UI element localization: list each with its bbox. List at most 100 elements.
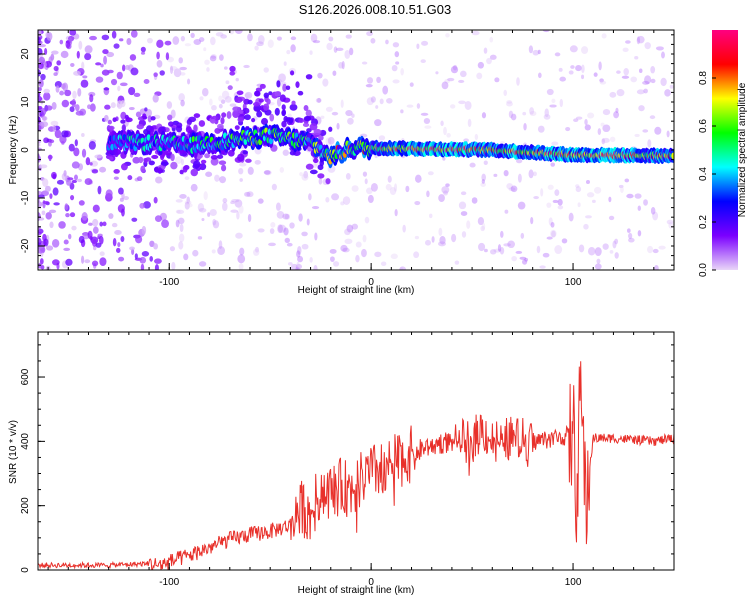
spectrogram-noise-cell [215,32,224,37]
spectrogram-noise-cell [634,133,640,138]
spectrogram-noise-cell [394,183,398,192]
spectrogram-noise-cell [609,250,614,254]
spectrogram-noise-cell [203,191,208,201]
spectrogram-noise-cell [345,109,353,117]
y-tick-label: 20 [20,48,31,60]
spectrogram-noise-cell [63,247,71,252]
spectrogram-noise-cell [48,154,52,162]
spectrogram-noise-cell [257,198,264,204]
spectrogram-noise-cell [60,83,66,90]
spectrogram-noise-cell [559,98,563,108]
colorbar-tick-label: 0.8 [698,71,709,85]
spectrogram-noise-cell [543,114,551,120]
spectrogram-noise-cell [178,233,185,243]
spectrogram-noise-cell [267,39,274,48]
spectrogram-noise-cell [575,186,582,193]
spectrogram-noise-cell [38,217,45,221]
spectrogram-noise-cell [84,45,93,54]
spectrogram-noise-cell [529,107,535,115]
spectrogram-noise-cell [445,183,450,187]
spectrogram-noise-cell [554,245,563,254]
spectrogram-noise-cell [333,261,340,267]
spectrogram-noise-cell [565,127,571,132]
spectrogram-noise-cell [269,228,275,234]
spectrogram-noise-cell [119,82,128,87]
spectrogram-noise-cell [40,108,47,116]
spectrogram-noise-cell [510,185,518,193]
spectrogram-noise-cell [402,224,406,233]
spectrogram-noise-cell [608,215,615,221]
spectrogram-noise-cell [204,59,210,65]
spectrogram-scatter-cell [229,65,236,73]
spectrogram-noise-cell [199,96,204,101]
spectrogram-noise-cell [94,154,103,159]
spectrogram-noise-cell [362,171,368,177]
spectrogram-noise-cell [81,255,85,264]
spectrogram-noise-cell [169,246,176,252]
spectrogram-noise-cell [585,179,590,185]
spectrogram-scatter-cell [237,153,245,162]
spectrogram-noise-cell [581,64,585,74]
colorbar-tick-label: 0.4 [698,167,709,181]
spectrogram-noise-cell [361,61,368,65]
spectrogram-noise-cell [507,240,516,249]
spectrogram-noise-cell [613,111,620,119]
spectrogram-ridge-cell [671,152,674,160]
snr-y-axis: 0 200 400 600 [20,344,674,573]
spectrogram-noise-cell [177,217,185,225]
spectrogram-noise-cell [441,186,450,194]
spectrogram-noise-cell [517,173,522,183]
spectrogram-noise-cell [211,105,217,111]
spectrogram-noise-cell [198,207,207,213]
spectrogram-noise-cell [297,246,302,255]
spectrogram-noise-cell [385,39,389,45]
snr-series-line [38,361,674,570]
spectrogram-noise-cell [450,65,459,74]
spectrogram-noise-cell [380,261,387,267]
spectrogram-noise-cell [140,51,146,55]
spectrogram-noise-cell [219,176,227,184]
spectrogram-noise-cell [658,245,666,250]
spectrogram-scatter-cell [313,128,322,136]
spectrogram-noise-cell [97,185,102,195]
spectrogram-noise-cell [374,119,382,127]
spectrogram-noise-cell [209,209,217,217]
spectrogram-noise-cell [88,140,96,150]
spectrogram-noise-cell [444,78,450,84]
spectrogram-noise-cell [283,227,289,236]
spectrogram-noise-cell [459,70,467,78]
spectrogram-noise-cell [366,31,374,37]
spectrogram-noise-cell [516,77,520,86]
spectrogram-noise-cell [340,201,345,206]
spectrogram-noise-cell [325,137,332,146]
spectrogram-noise-cell [289,222,295,229]
spectrogram-noise-cell [224,66,228,70]
spectrogram-noise-cell [220,34,227,39]
spectrogram-noise-cell [522,111,527,116]
spectrogram-noise-cell [557,205,564,210]
spectrogram-noise-cell [72,90,77,99]
spectrogram-scatter-cell [120,163,128,171]
spectrogram-noise-cell [141,225,147,235]
spectrogram-noise-cell [257,228,265,233]
spectrogram-noise-cell [128,86,136,96]
spectrogram-noise-cell [126,38,132,46]
spectrogram-noise-cell [92,218,99,227]
spectrogram-noise-cell [550,229,557,238]
spectrogram-noise-cell [310,33,318,43]
spectrogram-noise-cell [42,178,49,187]
spectrogram-noise-cell [301,243,309,250]
spectrogram-noise-cell [238,204,244,214]
spectrogram-noise-cell [69,106,75,113]
spectrogram-noise-cell [282,213,290,220]
spectrogram-noise-cell [547,184,554,190]
spectrogram-noise-cell [584,124,591,131]
spectrogram-scatter-cell [218,160,227,166]
spectrogram-noise-cell [609,91,617,98]
spectrogram-noise-cell [523,123,527,131]
spectrogram-noise-cell [68,143,75,152]
spectrogram-noise-cell [65,213,70,218]
spectrogram-noise-cell [103,114,109,122]
spectrogram-noise-cell [313,264,318,270]
spectrogram-scatter-cell [325,178,331,185]
